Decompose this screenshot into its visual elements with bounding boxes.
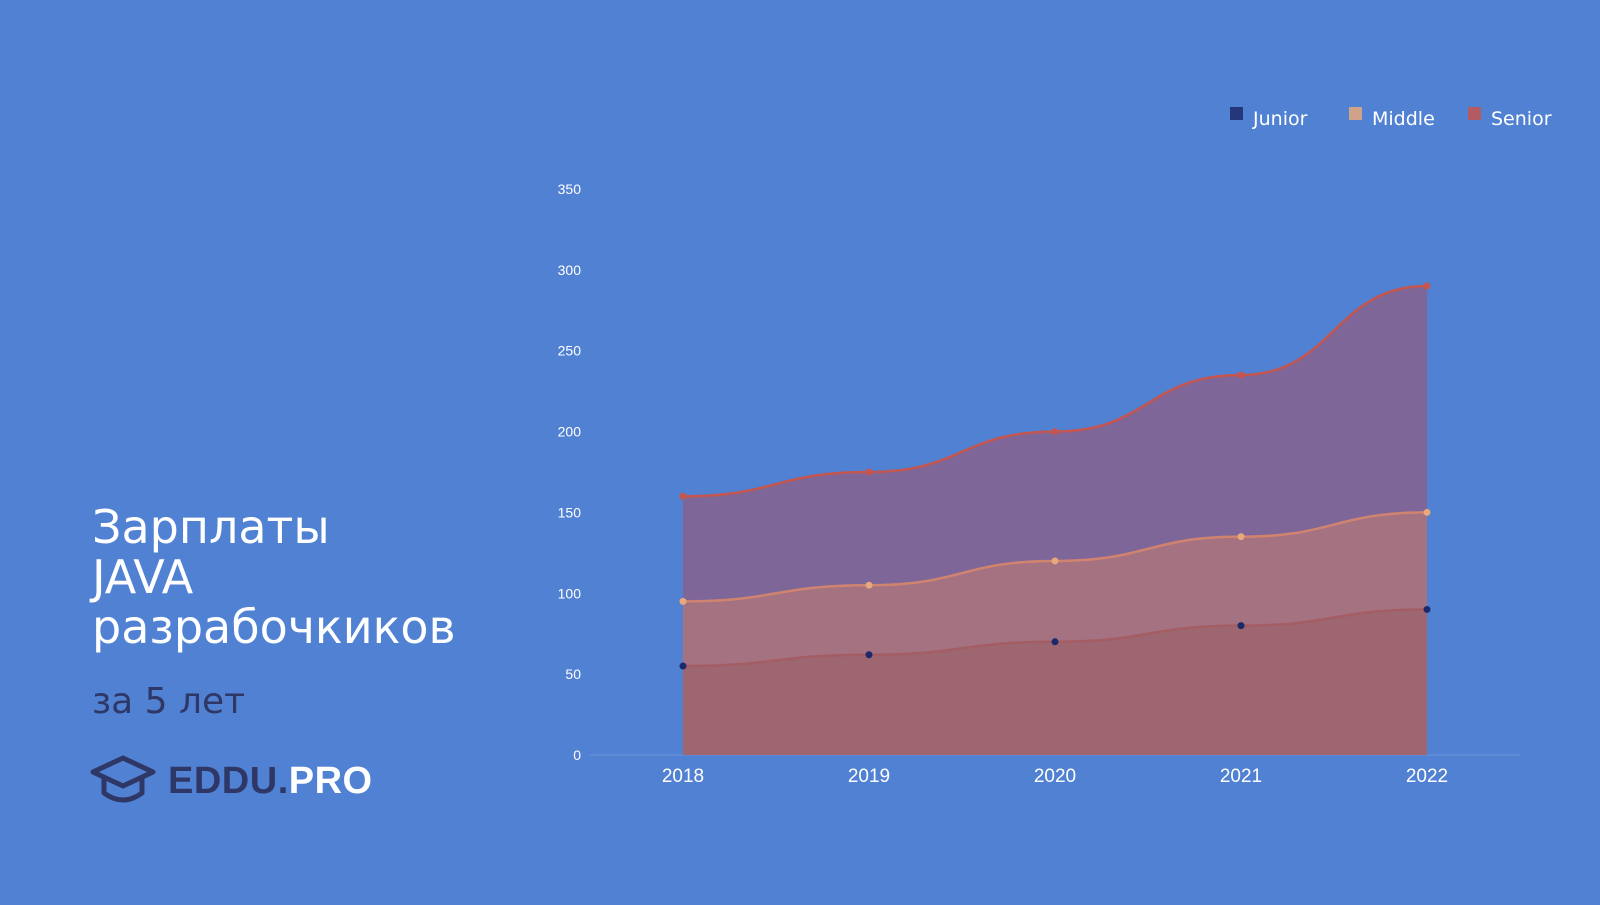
point-middle	[1423, 508, 1431, 516]
point-senior	[865, 468, 873, 476]
point-junior	[865, 651, 873, 659]
y-tick-label: 250	[558, 343, 582, 359]
legend-label: Junior	[1252, 108, 1308, 130]
y-tick-label: 0	[573, 747, 581, 763]
page-title: Зарплаты JAVA разрабочкиков	[92, 502, 456, 652]
y-tick-label: 100	[558, 585, 582, 601]
y-tick-label: 300	[558, 262, 582, 278]
point-middle	[1237, 533, 1245, 541]
title-line-3: разрабочкиков	[92, 600, 456, 654]
y-tick-label: 150	[558, 504, 582, 520]
x-tick-label: 2020	[1034, 766, 1076, 787]
x-tick-label: 2019	[848, 766, 890, 787]
area-junior	[683, 609, 1427, 755]
x-tick-label: 2022	[1406, 766, 1448, 787]
title-line-1: Зарплаты	[92, 500, 330, 554]
legend-item-junior: Junior	[1230, 107, 1308, 130]
logo-text-dot: .	[277, 759, 289, 802]
legend-swatch	[1230, 107, 1243, 120]
y-tick-label: 200	[558, 424, 582, 440]
point-middle	[865, 581, 873, 589]
x-tick-label: 2021	[1220, 766, 1262, 787]
title-line-2: JAVA	[92, 550, 194, 604]
point-junior	[1237, 622, 1245, 630]
point-junior	[1423, 605, 1431, 613]
logo-text-eddu: EDDU	[168, 759, 278, 802]
y-tick-label: 50	[565, 666, 581, 682]
point-middle	[1051, 557, 1059, 565]
legend-item-middle: Middle	[1349, 107, 1435, 130]
legend-label: Senior	[1491, 108, 1552, 130]
point-junior	[1051, 638, 1059, 646]
graduation-cap-icon	[90, 755, 156, 803]
y-tick-label: 350	[558, 181, 582, 197]
page-subtitle: за 5 лет	[92, 681, 246, 722]
legend-swatch	[1468, 107, 1481, 120]
point-middle	[679, 597, 687, 605]
logo-text: EDDU.PRO	[168, 760, 373, 803]
point-junior	[679, 662, 687, 670]
legend-item-senior: Senior	[1468, 107, 1552, 130]
legend-label: Middle	[1372, 108, 1435, 130]
point-senior	[1423, 282, 1431, 290]
legend-swatch	[1349, 107, 1362, 120]
x-tick-label: 2018	[662, 766, 704, 787]
logo-text-pro: PRO	[288, 759, 373, 802]
point-senior	[1051, 428, 1059, 436]
point-senior	[1237, 371, 1245, 379]
point-senior	[679, 492, 687, 500]
logo: EDDU.PRO	[90, 755, 373, 807]
